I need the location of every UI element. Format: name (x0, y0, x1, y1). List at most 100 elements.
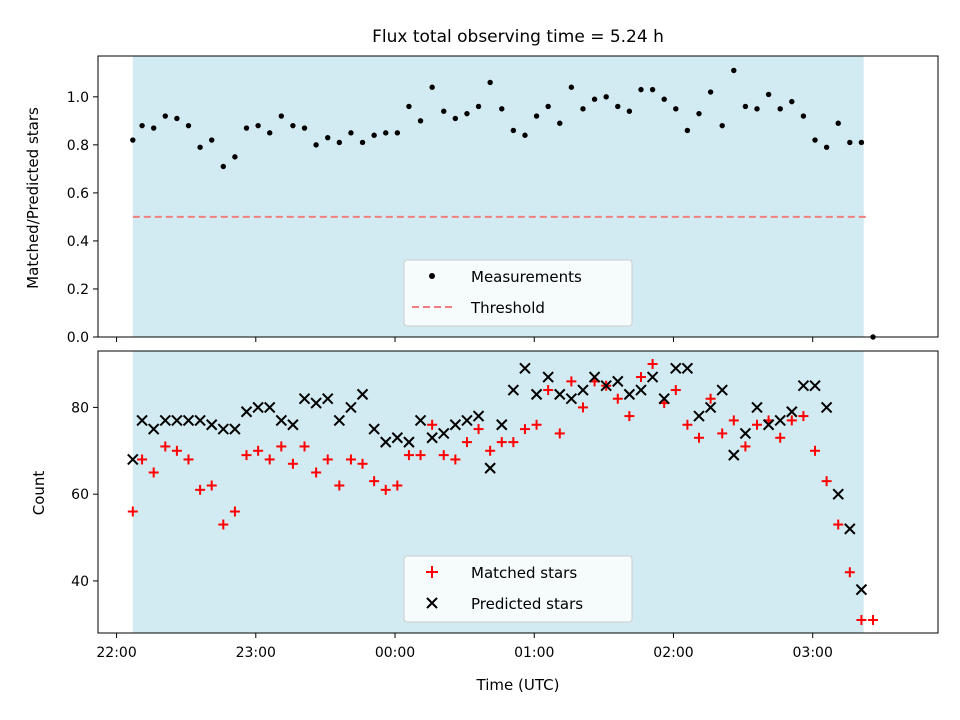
matched-star-point (357, 458, 368, 469)
x-b (472, 410, 485, 422)
predicted-star-point (275, 414, 288, 427)
legend-predicted-marker (426, 597, 438, 609)
measurement-point (649, 86, 656, 93)
measurement-point (150, 125, 157, 131)
measurement-point (603, 94, 609, 100)
legend-threshold-label: Threshold (470, 299, 545, 317)
bottom-legend-box (403, 555, 633, 623)
x-b (414, 414, 427, 427)
predicted-star-point (565, 393, 578, 405)
matched-star-point (195, 484, 206, 495)
predicted-star-point (530, 388, 543, 401)
matched-star-point (810, 445, 821, 456)
matched-star-point (705, 393, 716, 404)
x-b (159, 414, 171, 427)
measurement-point (278, 113, 285, 119)
matched-star-point (496, 437, 507, 448)
matched-star-point (543, 385, 554, 396)
matched-star-point (821, 476, 832, 487)
measurement-point (765, 91, 772, 98)
predicted-star-point (577, 384, 589, 396)
measurement-point (754, 106, 760, 112)
measurement-point (220, 163, 227, 170)
predicted-star-point (762, 419, 775, 431)
matched-star-point (508, 437, 519, 448)
chart-title: Flux total observing time = 5.24 h (372, 27, 664, 47)
predicted-star-point (461, 414, 473, 427)
x-b (368, 423, 380, 435)
predicted-star-point (147, 423, 160, 435)
measurement-point (130, 137, 136, 143)
legend-matched-marker (426, 566, 438, 578)
x-b (797, 380, 810, 392)
measurement-point (823, 144, 830, 150)
matched-star-point (218, 519, 229, 530)
matched-star-point (345, 454, 356, 465)
predicted-star-point (368, 423, 380, 435)
predicted-star-point (809, 380, 821, 392)
x-b (762, 419, 775, 431)
measurement-point (336, 139, 343, 146)
measurement-point (162, 113, 168, 119)
measurement-point (858, 139, 865, 146)
matched-star-point (786, 415, 797, 426)
matched-star-point (264, 454, 275, 465)
x-b (449, 419, 462, 431)
predicted-star-point (310, 397, 322, 409)
matched-star-point (171, 445, 182, 456)
predicted-star-point (704, 401, 717, 414)
x-b (205, 419, 218, 431)
series-predicted-stars (127, 362, 868, 596)
measurement-point (139, 122, 145, 129)
x-b (171, 414, 183, 427)
matched-star-point (137, 454, 148, 465)
y-tick-label: 1.0 (67, 90, 89, 106)
x-b (217, 423, 230, 435)
measurement-point (197, 144, 203, 150)
matched-star-point (473, 424, 484, 435)
matched-star-point (647, 359, 658, 370)
x-b (844, 523, 856, 535)
predicted-star-point (739, 427, 752, 440)
predicted-star-point (171, 414, 183, 427)
matched-star-point (844, 567, 855, 578)
y-tick-label: 60 (71, 487, 89, 503)
measurement-point (731, 67, 737, 74)
legend-predicted-label: Predicted stars (471, 595, 583, 613)
measurement-point (696, 110, 702, 117)
matched-star-point (148, 467, 159, 478)
x-b (612, 375, 624, 388)
x-b (577, 384, 589, 396)
measurement-point (313, 142, 319, 148)
measurement-point (174, 115, 180, 122)
matched-star-point (461, 437, 472, 448)
x-b (264, 401, 276, 414)
predicted-star-point (356, 388, 369, 401)
predicted-star-point (681, 362, 694, 375)
predicted-star-point (612, 375, 624, 388)
y-tick-label: 0.4 (67, 234, 89, 250)
legend-matched-label: Matched stars (471, 564, 577, 582)
predicted-star-point (693, 410, 705, 422)
predicted-star-point (588, 371, 601, 383)
predicted-star-point (600, 380, 612, 392)
top-legend: Measurements Threshold (403, 259, 633, 327)
x-b (391, 432, 404, 444)
measurement-point (394, 130, 401, 136)
x-b (275, 414, 288, 427)
legend-measurements-marker (429, 273, 435, 279)
x-b (380, 436, 392, 448)
x-b (240, 406, 253, 418)
measurement-point (835, 120, 841, 126)
x-axis-label: Time (UTC) (476, 676, 560, 694)
predicted-star-point (496, 419, 508, 431)
x-b (704, 401, 717, 414)
axes-frame-bottom (97, 350, 939, 634)
y-tick-label: 0.2 (67, 282, 89, 298)
x-tick-label: 02:00 (653, 645, 693, 661)
x-b (298, 393, 311, 405)
matched-star-point (450, 454, 461, 465)
matched-star-point (253, 445, 264, 456)
predicted-star-point (298, 393, 311, 405)
